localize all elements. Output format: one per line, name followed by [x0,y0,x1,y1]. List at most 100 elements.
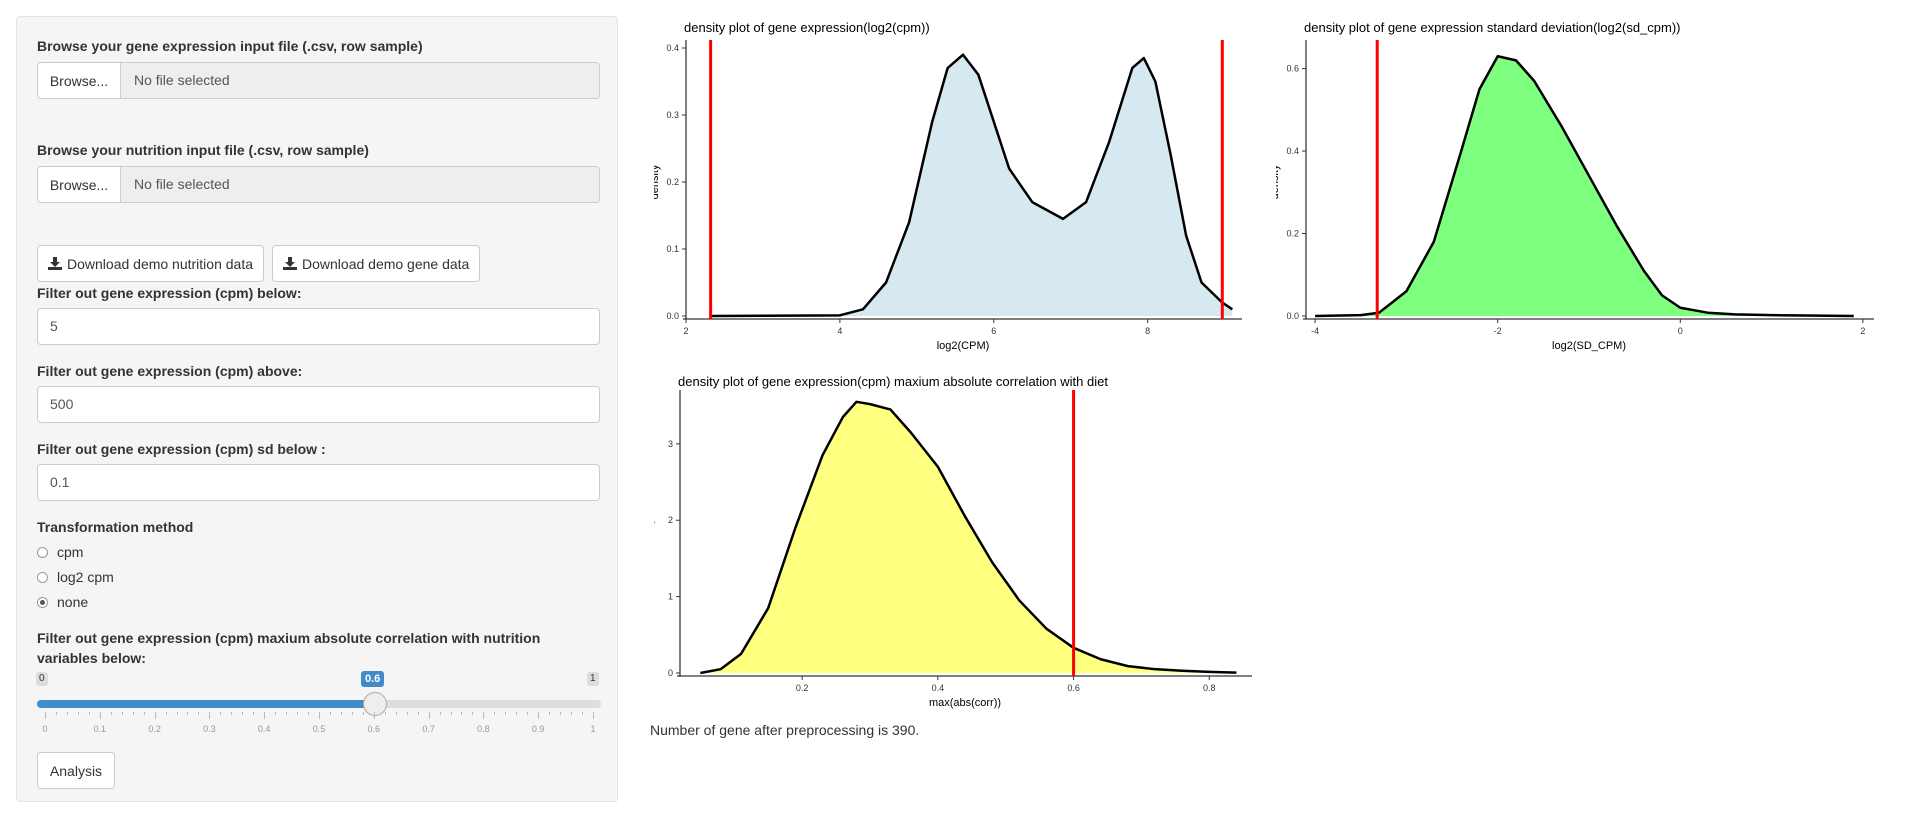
download-demo-gene-button[interactable]: Download demo gene data [272,245,481,282]
slider-minor-tick [88,712,90,715]
slider-minor-tick [297,712,299,715]
radio-button-selected[interactable] [37,596,48,608]
filter-below-input[interactable]: 5 [37,308,600,345]
slider-track[interactable] [37,700,601,708]
y-tick-label: 1 [668,592,673,602]
slider-minor-tick [527,712,529,715]
nutrition-file-label: Browse your nutrition input file (.csv, … [37,142,369,158]
filter-sd-label: Filter out gene expression (cpm) sd belo… [37,441,326,457]
nutrition-file-name-field: No file selected [121,166,600,203]
slider-tick [428,712,430,719]
x-tick-label: 8 [1145,326,1150,336]
slider-tick-label: 0.6 [367,724,381,734]
density-line [1315,54,1854,318]
slider-tick [264,712,266,719]
slider-minor-tick [417,712,419,715]
slider-tick [319,712,320,719]
slider-minor-tick [406,712,408,715]
slider-minor-tick [549,712,551,715]
corr-filter-label-line2: variables below: [37,650,146,666]
download-demo-nutrition-label: Download demo nutrition data [67,255,254,272]
x-tick-label: 4 [837,326,842,336]
slider-minor-tick [450,712,452,715]
y-tick-label: 3 [668,439,673,449]
gene-file-name-field: No file selected [121,62,600,99]
transform-method-label: Transformation method [37,519,194,535]
gene-file-label: Browse your gene expression input file (… [37,38,423,54]
x-tick-label: -4 [1311,326,1319,336]
radio-option-cpm[interactable]: cpm [37,544,83,560]
slider-minor-tick [505,712,507,715]
y-tick-label: 0.3 [666,110,679,120]
slider-value-label: 0.6 [361,671,385,687]
gene-file-browse-button[interactable]: Browse... [37,62,121,99]
slider-tick-label: 0.9 [531,724,545,734]
y-tick-label: 0.4 [666,43,679,53]
x-tick-label: -2 [1494,326,1502,336]
slider-tick-label: 0.2 [148,724,161,734]
slider-minor-tick [582,712,584,715]
radio-label: log2 cpm [57,569,114,585]
slider-minor-tick [571,712,573,715]
nutrition-file-input[interactable]: Browse... No file selected [37,166,600,203]
radio-option-none[interactable]: none [37,594,88,610]
radio-label: none [57,594,89,610]
slider-minor-tick [362,712,364,715]
chart-title: density plot of gene expression(log2(cpm… [684,20,930,35]
x-tick-label: 0.4 [932,683,945,693]
y-tick-label: 0.1 [666,244,679,254]
nutrition-file-browse-button[interactable]: Browse... [37,166,121,203]
radio-option-log2-cpm[interactable]: log2 cpm [37,569,114,585]
chart-title: density plot of gene expression(cpm) max… [678,374,1108,389]
filter-sd-input[interactable]: 0.1 [37,464,600,501]
y-axis-label: density [654,518,655,553]
download-demo-nutrition-button[interactable]: Download demo nutrition data [37,245,265,282]
slider-minor-tick [395,712,397,715]
gene-file-input[interactable]: Browse... No file selected [37,62,600,99]
x-tick-label: 0.6 [1067,683,1080,693]
filter-above-label: Filter out gene expression (cpm) above: [37,363,303,379]
slider-minor-tick [286,712,288,715]
download-demo-gene-label: Download demo gene data [302,255,470,272]
slider-minor-tick [472,712,474,715]
slider-minor-tick [198,712,200,715]
slider-minor-tick [384,712,386,715]
gene-count-status: Number of gene after preprocessing is 39… [650,722,920,738]
x-tick-label: 0.8 [1203,683,1216,693]
slider-minor-tick [176,712,178,715]
slider-tick-label: 0.5 [312,724,326,734]
slider-fill [37,700,376,708]
filter-above-input[interactable]: 500 [37,386,600,423]
y-tick-label: 0.6 [1286,64,1299,74]
slider-handle[interactable] [363,692,388,716]
analysis-button[interactable]: Analysis [37,752,115,789]
x-axis-label: log2(SD_CPM) [1552,340,1626,352]
y-tick-label: 0.2 [666,177,679,187]
slider-tick-label: 0.3 [203,724,216,734]
radio-button[interactable] [37,546,48,558]
slider-minor-tick [242,712,244,715]
slider-minor-tick [110,712,112,715]
slider-minor-tick [329,712,331,715]
slider-tick [209,712,211,719]
download-icon [48,257,62,270]
y-axis-label: density [654,164,661,199]
density-line [700,400,1237,675]
slider-minor-tick [143,712,145,715]
slider-minor-tick [494,712,496,715]
slider-minor-tick [187,712,189,715]
slider-tick-label: 0.4 [257,724,271,734]
density-plot-sd: density plot of gene expression standard… [1276,20,1874,352]
density-area [700,401,1237,673]
slider-minor-tick [439,712,441,715]
x-tick-label: 0.2 [796,683,809,693]
x-tick-label: 0 [1678,326,1683,336]
slider-minor-tick [351,712,353,715]
slider-tick [154,712,156,719]
x-tick-label: 2 [1860,326,1865,336]
radio-button[interactable] [37,571,48,583]
slider-minor-tick [560,712,562,715]
x-tick-label: 6 [991,326,996,336]
slider-minor-tick [253,712,255,715]
slider-minor-tick [275,712,277,715]
